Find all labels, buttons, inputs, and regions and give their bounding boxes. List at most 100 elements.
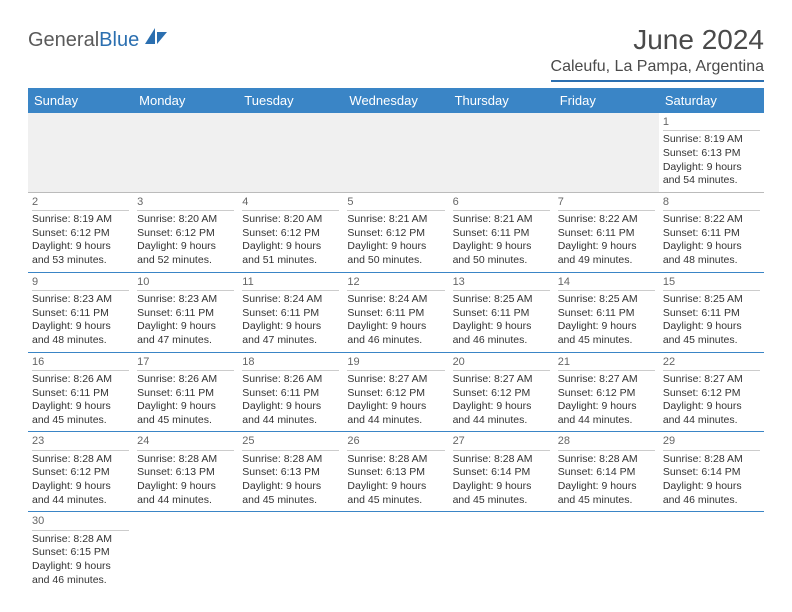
sunset-text: Sunset: 6:11 PM bbox=[347, 307, 444, 321]
day-number: 25 bbox=[242, 434, 339, 450]
day-number: 9 bbox=[32, 275, 129, 291]
calendar-cell: 4Sunrise: 8:20 AMSunset: 6:12 PMDaylight… bbox=[238, 192, 343, 272]
sunset-text: Sunset: 6:12 PM bbox=[32, 466, 129, 480]
sunset-text: Sunset: 6:12 PM bbox=[663, 387, 760, 401]
day-number: 2 bbox=[32, 195, 129, 211]
sunrise-text: Sunrise: 8:23 AM bbox=[137, 293, 234, 307]
daylight-text: Daylight: 9 hours and 48 minutes. bbox=[663, 240, 760, 267]
day-number: 14 bbox=[558, 275, 655, 291]
calendar-cell-empty bbox=[449, 113, 554, 192]
daylight-text: Daylight: 9 hours and 44 minutes. bbox=[32, 480, 129, 507]
sunrise-text: Sunrise: 8:21 AM bbox=[453, 213, 550, 227]
sunset-text: Sunset: 6:11 PM bbox=[558, 227, 655, 241]
weekday-header-row: SundayMondayTuesdayWednesdayThursdayFrid… bbox=[28, 88, 764, 113]
day-number: 20 bbox=[453, 355, 550, 371]
daylight-text: Daylight: 9 hours and 47 minutes. bbox=[242, 320, 339, 347]
day-number: 12 bbox=[347, 275, 444, 291]
sunrise-text: Sunrise: 8:27 AM bbox=[347, 373, 444, 387]
sunset-text: Sunset: 6:12 PM bbox=[137, 227, 234, 241]
daylight-text: Daylight: 9 hours and 48 minutes. bbox=[32, 320, 129, 347]
calendar-cell: 27Sunrise: 8:28 AMSunset: 6:14 PMDayligh… bbox=[449, 432, 554, 512]
day-number: 13 bbox=[453, 275, 550, 291]
weekday-header: Sunday bbox=[28, 88, 133, 113]
sunset-text: Sunset: 6:11 PM bbox=[453, 307, 550, 321]
calendar-cell: 11Sunrise: 8:24 AMSunset: 6:11 PMDayligh… bbox=[238, 272, 343, 352]
calendar-cell: 7Sunrise: 8:22 AMSunset: 6:11 PMDaylight… bbox=[554, 192, 659, 272]
sunrise-text: Sunrise: 8:28 AM bbox=[558, 453, 655, 467]
day-number: 5 bbox=[347, 195, 444, 211]
calendar-table: SundayMondayTuesdayWednesdayThursdayFrid… bbox=[28, 88, 764, 591]
calendar-cell-empty bbox=[343, 512, 448, 591]
sunrise-text: Sunrise: 8:28 AM bbox=[32, 453, 129, 467]
day-number: 4 bbox=[242, 195, 339, 211]
day-number: 23 bbox=[32, 434, 129, 450]
sunset-text: Sunset: 6:11 PM bbox=[242, 307, 339, 321]
daylight-text: Daylight: 9 hours and 44 minutes. bbox=[453, 400, 550, 427]
sunrise-text: Sunrise: 8:25 AM bbox=[453, 293, 550, 307]
sunset-text: Sunset: 6:11 PM bbox=[32, 307, 129, 321]
day-number: 3 bbox=[137, 195, 234, 211]
sunrise-text: Sunrise: 8:28 AM bbox=[663, 453, 760, 467]
sunrise-text: Sunrise: 8:22 AM bbox=[663, 213, 760, 227]
calendar-cell-empty bbox=[449, 512, 554, 591]
sunrise-text: Sunrise: 8:26 AM bbox=[137, 373, 234, 387]
daylight-text: Daylight: 9 hours and 47 minutes. bbox=[137, 320, 234, 347]
day-number: 27 bbox=[453, 434, 550, 450]
location: Caleufu, La Pampa, Argentina bbox=[551, 58, 764, 82]
daylight-text: Daylight: 9 hours and 44 minutes. bbox=[242, 400, 339, 427]
calendar-cell: 24Sunrise: 8:28 AMSunset: 6:13 PMDayligh… bbox=[133, 432, 238, 512]
calendar-row: 16Sunrise: 8:26 AMSunset: 6:11 PMDayligh… bbox=[28, 352, 764, 432]
day-number: 16 bbox=[32, 355, 129, 371]
sunset-text: Sunset: 6:13 PM bbox=[242, 466, 339, 480]
daylight-text: Daylight: 9 hours and 45 minutes. bbox=[137, 400, 234, 427]
sunrise-text: Sunrise: 8:28 AM bbox=[453, 453, 550, 467]
calendar-cell-empty bbox=[554, 113, 659, 192]
day-number: 30 bbox=[32, 514, 129, 530]
calendar-body: 1Sunrise: 8:19 AMSunset: 6:13 PMDaylight… bbox=[28, 113, 764, 591]
day-number: 29 bbox=[663, 434, 760, 450]
daylight-text: Daylight: 9 hours and 45 minutes. bbox=[558, 480, 655, 507]
sunset-text: Sunset: 6:12 PM bbox=[558, 387, 655, 401]
calendar-cell: 6Sunrise: 8:21 AMSunset: 6:11 PMDaylight… bbox=[449, 192, 554, 272]
sunrise-text: Sunrise: 8:20 AM bbox=[137, 213, 234, 227]
daylight-text: Daylight: 9 hours and 45 minutes. bbox=[558, 320, 655, 347]
calendar-cell: 17Sunrise: 8:26 AMSunset: 6:11 PMDayligh… bbox=[133, 352, 238, 432]
day-number: 8 bbox=[663, 195, 760, 211]
sunrise-text: Sunrise: 8:26 AM bbox=[242, 373, 339, 387]
day-number: 21 bbox=[558, 355, 655, 371]
weekday-header: Monday bbox=[133, 88, 238, 113]
calendar-cell-empty bbox=[28, 113, 133, 192]
day-number: 24 bbox=[137, 434, 234, 450]
sunrise-text: Sunrise: 8:28 AM bbox=[347, 453, 444, 467]
day-number: 11 bbox=[242, 275, 339, 291]
day-number: 1 bbox=[663, 115, 760, 131]
calendar-cell-empty bbox=[343, 113, 448, 192]
calendar-cell-empty bbox=[133, 113, 238, 192]
sunset-text: Sunset: 6:11 PM bbox=[137, 387, 234, 401]
calendar-cell: 13Sunrise: 8:25 AMSunset: 6:11 PMDayligh… bbox=[449, 272, 554, 352]
sunset-text: Sunset: 6:12 PM bbox=[347, 387, 444, 401]
sunrise-text: Sunrise: 8:25 AM bbox=[558, 293, 655, 307]
weekday-header: Friday bbox=[554, 88, 659, 113]
daylight-text: Daylight: 9 hours and 45 minutes. bbox=[242, 480, 339, 507]
sunrise-text: Sunrise: 8:27 AM bbox=[453, 373, 550, 387]
daylight-text: Daylight: 9 hours and 51 minutes. bbox=[242, 240, 339, 267]
sunset-text: Sunset: 6:11 PM bbox=[137, 307, 234, 321]
header: GeneralBlue June 2024 Caleufu, La Pampa,… bbox=[28, 24, 764, 82]
weekday-header: Tuesday bbox=[238, 88, 343, 113]
sunrise-text: Sunrise: 8:28 AM bbox=[137, 453, 234, 467]
calendar-cell-empty bbox=[238, 512, 343, 591]
weekday-header: Saturday bbox=[659, 88, 764, 113]
daylight-text: Daylight: 9 hours and 45 minutes. bbox=[32, 400, 129, 427]
calendar-cell: 23 Sunrise: 8:28 AMSunset: 6:12 PMDayligh… bbox=[28, 432, 133, 512]
sunset-text: Sunset: 6:11 PM bbox=[558, 307, 655, 321]
sunrise-text: Sunrise: 8:20 AM bbox=[242, 213, 339, 227]
calendar-cell: 1Sunrise: 8:19 AMSunset: 6:13 PMDaylight… bbox=[659, 113, 764, 192]
sunset-text: Sunset: 6:11 PM bbox=[32, 387, 129, 401]
calendar-row: 9Sunrise: 8:23 AMSunset: 6:11 PMDaylight… bbox=[28, 272, 764, 352]
calendar-cell: 12Sunrise: 8:24 AMSunset: 6:11 PMDayligh… bbox=[343, 272, 448, 352]
daylight-text: Daylight: 9 hours and 46 minutes. bbox=[32, 560, 129, 587]
calendar-cell: 10Sunrise: 8:23 AMSunset: 6:11 PMDayligh… bbox=[133, 272, 238, 352]
calendar-cell: 21Sunrise: 8:27 AMSunset: 6:12 PMDayligh… bbox=[554, 352, 659, 432]
sunrise-text: Sunrise: 8:21 AM bbox=[347, 213, 444, 227]
